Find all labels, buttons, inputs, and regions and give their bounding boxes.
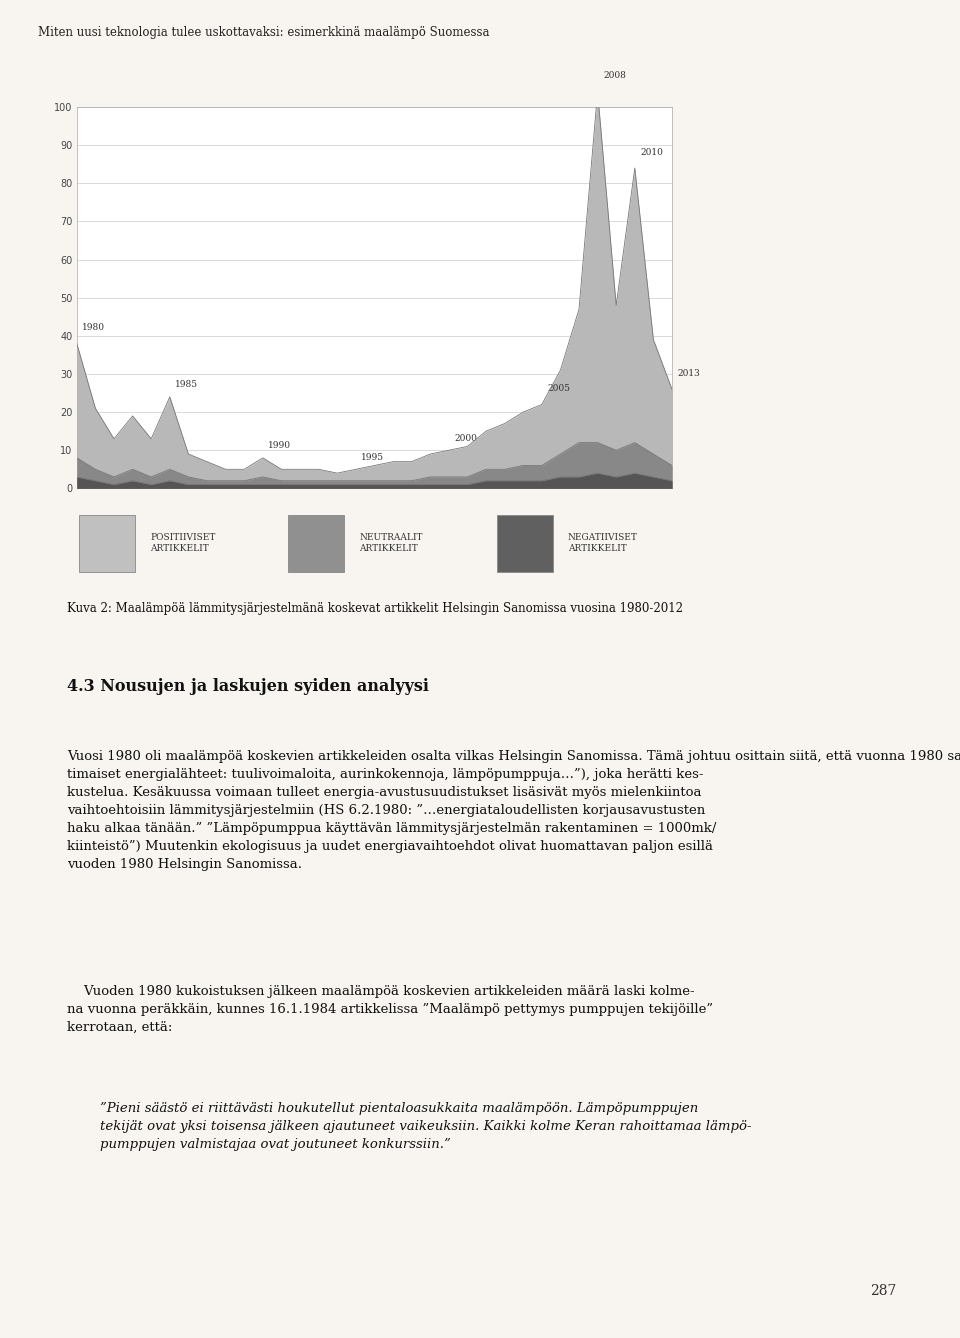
- FancyBboxPatch shape: [288, 515, 344, 571]
- Text: 1995: 1995: [361, 452, 385, 462]
- Text: ”Pieni säästö ei riittävästi houkutellut pientaloasukkaita maalämpöön. Lämpöpump: ”Pieni säästö ei riittävästi houkutellut…: [100, 1103, 752, 1151]
- FancyBboxPatch shape: [497, 515, 553, 571]
- Text: 1990: 1990: [269, 442, 292, 450]
- Text: Miten uusi teknologia tulee uskottavaksi: esimerkkinä maalämpö Suomessa: Miten uusi teknologia tulee uskottavaksi…: [38, 25, 490, 39]
- Text: POSITIIVISET
ARTIKKELIT: POSITIIVISET ARTIKKELIT: [150, 533, 215, 554]
- Text: Kuva 2: Maalämpöä lämmitysjärjestelmänä koskevat artikkelit Helsingin Sanomissa : Kuva 2: Maalämpöä lämmitysjärjestelmänä …: [67, 602, 684, 614]
- Text: 2008: 2008: [603, 71, 626, 80]
- Text: 2005: 2005: [547, 384, 570, 393]
- FancyBboxPatch shape: [80, 515, 134, 571]
- Text: 2010: 2010: [640, 147, 663, 157]
- Text: 287: 287: [870, 1284, 897, 1298]
- Text: 1985: 1985: [176, 380, 199, 389]
- Text: 2000: 2000: [454, 434, 477, 443]
- Text: Vuosi 1980 oli maalämpöä koskevien artikkeleiden osalta vilkas Helsingin Sanomis: Vuosi 1980 oli maalämpöä koskevien artik…: [67, 749, 960, 871]
- Text: NEGATIIVISET
ARTIKKELIT: NEGATIIVISET ARTIKKELIT: [568, 533, 637, 554]
- Text: 1980: 1980: [83, 322, 106, 332]
- Text: 4.3 Nousujen ja laskujen syiden analyysi: 4.3 Nousujen ja laskujen syiden analyysi: [67, 678, 429, 694]
- Text: Vuoden 1980 kukoistuksen jälkeen maalämpöä koskevien artikkeleiden määrä laski k: Vuoden 1980 kukoistuksen jälkeen maalämp…: [67, 985, 713, 1034]
- Text: 2013: 2013: [678, 369, 701, 377]
- Text: NEUTRAALIT
ARTIKKELIT: NEUTRAALIT ARTIKKELIT: [359, 533, 422, 554]
